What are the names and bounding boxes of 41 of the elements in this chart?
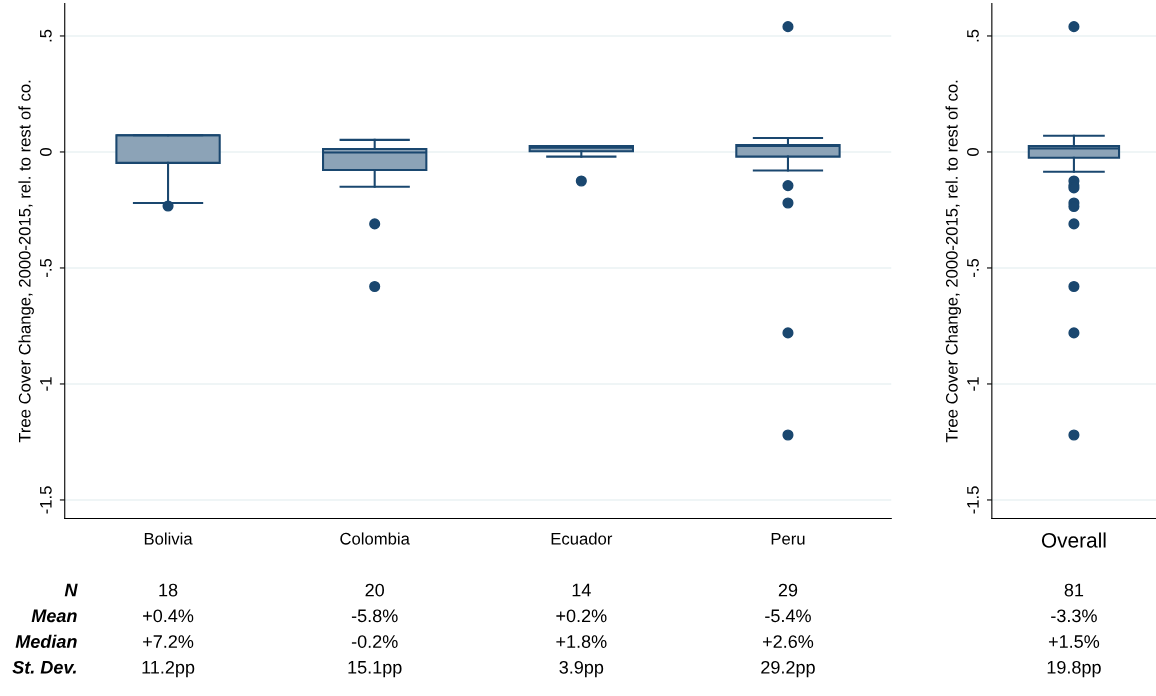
text: Mean xyxy=(31,609,77,623)
y-tick-label: -1.5 xyxy=(40,486,52,514)
text: 19.8pp xyxy=(1047,660,1101,678)
text: 11.2pp xyxy=(142,660,195,678)
text: +1.5% xyxy=(1048,635,1100,648)
text: -5.4% xyxy=(765,609,811,623)
text: N xyxy=(64,583,78,597)
text: +1.8% xyxy=(556,635,607,648)
x-tick-label: Ecuador xyxy=(551,532,613,545)
y-tick-label: -1 xyxy=(967,377,979,391)
text: 3.9pp xyxy=(559,660,604,678)
y-tick-label: 0 xyxy=(967,147,979,156)
x-tick-label: Peru xyxy=(771,533,805,545)
text: 20 xyxy=(365,583,385,597)
text: Median xyxy=(15,634,77,648)
text: 29.2pp xyxy=(761,660,815,678)
text: +0.2% xyxy=(556,609,607,623)
text: 14 xyxy=(572,583,591,597)
y-tick-label: .5 xyxy=(40,29,52,42)
y-tick-label: 0 xyxy=(39,147,52,156)
text: 15.1pp xyxy=(348,661,402,678)
text: +7.2% xyxy=(143,635,194,648)
y-tick-label: -1.5 xyxy=(967,486,979,514)
text: 81 xyxy=(1064,583,1084,597)
y-tick-label: -.5 xyxy=(967,258,979,277)
y-axis-title: Tree Cover Change, 2000-2015, rel. to rest of co. xyxy=(945,80,962,443)
text: -5.8% xyxy=(351,609,398,623)
text: St. Dev. xyxy=(12,660,76,674)
y-tick-label: -1 xyxy=(40,377,52,391)
text: +0.4% xyxy=(143,609,194,623)
text: -0.2% xyxy=(351,635,398,648)
y-tick-label: -.5 xyxy=(40,258,52,277)
x-tick-label: Bolivia xyxy=(144,532,193,545)
text: +2.6% xyxy=(762,635,814,648)
text: 29 xyxy=(778,583,798,597)
y-axis-title: Tree Cover Change, 2000-2015, rel. to rest of co. xyxy=(18,80,34,443)
x-tick-label: Colombia xyxy=(340,532,410,545)
text: -3.3% xyxy=(1051,609,1097,623)
y-tick-label: .5 xyxy=(967,29,979,42)
x-tick-label: Overall xyxy=(1041,532,1106,548)
text: 18 xyxy=(159,583,178,597)
